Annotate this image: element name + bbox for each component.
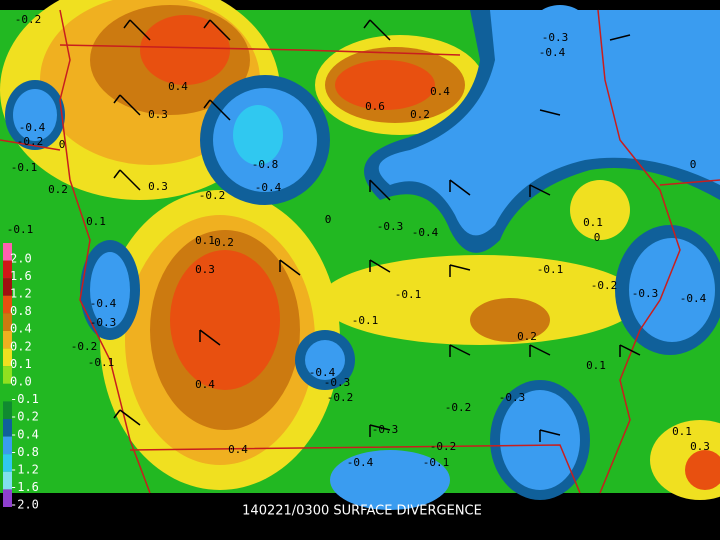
- contour-label: 0.3: [148, 180, 168, 193]
- contour-label: -0.1: [537, 263, 564, 276]
- contour-label: -0.2: [199, 189, 226, 202]
- contour-label: 0: [690, 158, 697, 171]
- contour-label: -0.2: [15, 13, 42, 26]
- contour-label: -0.4: [412, 226, 439, 239]
- legend-label: -1.2: [10, 463, 39, 477]
- contour-label: -0.4: [309, 366, 336, 379]
- legend-swatch: [3, 243, 12, 261]
- contour-label: -0.4: [539, 46, 566, 59]
- contour-label: 0.2: [410, 108, 430, 121]
- contour-label: 0: [594, 231, 601, 244]
- legend-swatch: [3, 331, 12, 349]
- legend-swatch: [3, 471, 12, 490]
- legend-swatch: [3, 278, 12, 296]
- contour-label: 0.2: [214, 236, 234, 249]
- legend-swatch: [3, 348, 12, 367]
- legend-label: -0.2: [10, 410, 39, 424]
- legend-swatch: [3, 401, 12, 419]
- contour-label: -0.4: [680, 292, 707, 305]
- contour-label: -0.3: [372, 423, 399, 436]
- contour-label: -0.2: [591, 279, 618, 292]
- contour-label: -0.2: [71, 340, 98, 353]
- legend-swatch: [3, 295, 12, 314]
- contour-label: 0.3: [690, 440, 710, 453]
- legend-label: 0.0: [10, 375, 32, 389]
- legend-label: 0.4: [10, 322, 32, 336]
- contour-label: -0.2: [445, 401, 472, 414]
- legend-swatch: [3, 260, 12, 279]
- legend-swatch: [3, 436, 12, 455]
- legend-label: 0.2: [10, 339, 32, 353]
- legend-label: 0.1: [10, 357, 32, 371]
- divergence-field: [0, 0, 720, 510]
- contour-label: -0.4: [347, 456, 374, 469]
- contour-label: 0.6: [365, 100, 385, 113]
- legend-label: -0.4: [10, 427, 39, 441]
- contour-label: 0: [59, 138, 66, 151]
- contour-label: 0.2: [517, 330, 537, 343]
- contour-label: -0.1: [352, 314, 379, 327]
- legend-swatch: [3, 313, 12, 331]
- contour-label: 0.1: [672, 425, 692, 438]
- legend-label: 1.2: [10, 287, 32, 301]
- legend-label: 2.0: [10, 251, 32, 265]
- contour-label: 0.1: [86, 215, 106, 228]
- contour-label: -0.3: [377, 220, 404, 233]
- contour-label: -0.3: [90, 316, 117, 329]
- contour-label: 0.3: [148, 108, 168, 121]
- legend-swatch: [3, 489, 12, 507]
- legend-label: 1.6: [10, 269, 32, 283]
- contour-label: -0.2: [327, 391, 354, 404]
- contour-label: 0.3: [195, 263, 215, 276]
- contour-label: 0.1: [583, 216, 603, 229]
- contour-label: -0.2: [430, 440, 457, 453]
- legend-swatch: [3, 383, 12, 402]
- color-legend: 2.0 1.6 1.2 0.8 0.4 0.2 0.1 0.0 -0.1 -0.2 -0.4 -0.8…: [3, 243, 39, 512]
- contour-label: 0: [325, 213, 332, 226]
- contour-label: -0.2: [17, 135, 44, 148]
- contour-label: 0.4: [228, 443, 248, 456]
- wind-barbs: [113, 19, 641, 442]
- contour-label: -0.1: [7, 223, 34, 236]
- contour-labels: -0.20.40.3-0.4-0.2 0-0.10.2 0.3-0.8-0.4-0.…: [7, 13, 710, 469]
- contour-label: 0.4: [195, 378, 215, 391]
- contour-label: -0.3: [499, 391, 526, 404]
- contour-label: -0.4: [255, 181, 282, 194]
- contour-label: -0.1: [88, 356, 115, 369]
- contour-label: -0.4: [90, 297, 117, 310]
- contour-label: 0.4: [168, 80, 188, 93]
- contour-label: -0.1: [423, 456, 450, 469]
- caption: 140221/0300 SURFACE DIVERGENCE: [242, 504, 482, 519]
- contour-label: -0.4: [19, 121, 46, 134]
- legend-label: -0.8: [10, 445, 39, 459]
- contour-label: 0.4: [430, 85, 450, 98]
- legend-label: -0.1: [10, 392, 39, 406]
- contour-label: 0.2: [48, 183, 68, 196]
- contour-label: -0.3: [542, 31, 569, 44]
- legend-swatch: [3, 366, 12, 384]
- legend-label: 0.8: [10, 304, 32, 318]
- contour-label: -0.8: [252, 158, 279, 171]
- legend-label: -1.6: [10, 480, 39, 494]
- contour-label: -0.3: [324, 376, 351, 389]
- contour-label: -0.1: [11, 161, 38, 174]
- legend-label: -2.0: [10, 498, 39, 512]
- contour-label: -0.1: [395, 288, 422, 301]
- contour-label: 0.1: [586, 359, 606, 372]
- legend-swatch: [3, 454, 12, 472]
- legend-swatch: [3, 419, 12, 437]
- contour-label: 0.1: [195, 234, 215, 247]
- contour-label: -0.3: [632, 287, 659, 300]
